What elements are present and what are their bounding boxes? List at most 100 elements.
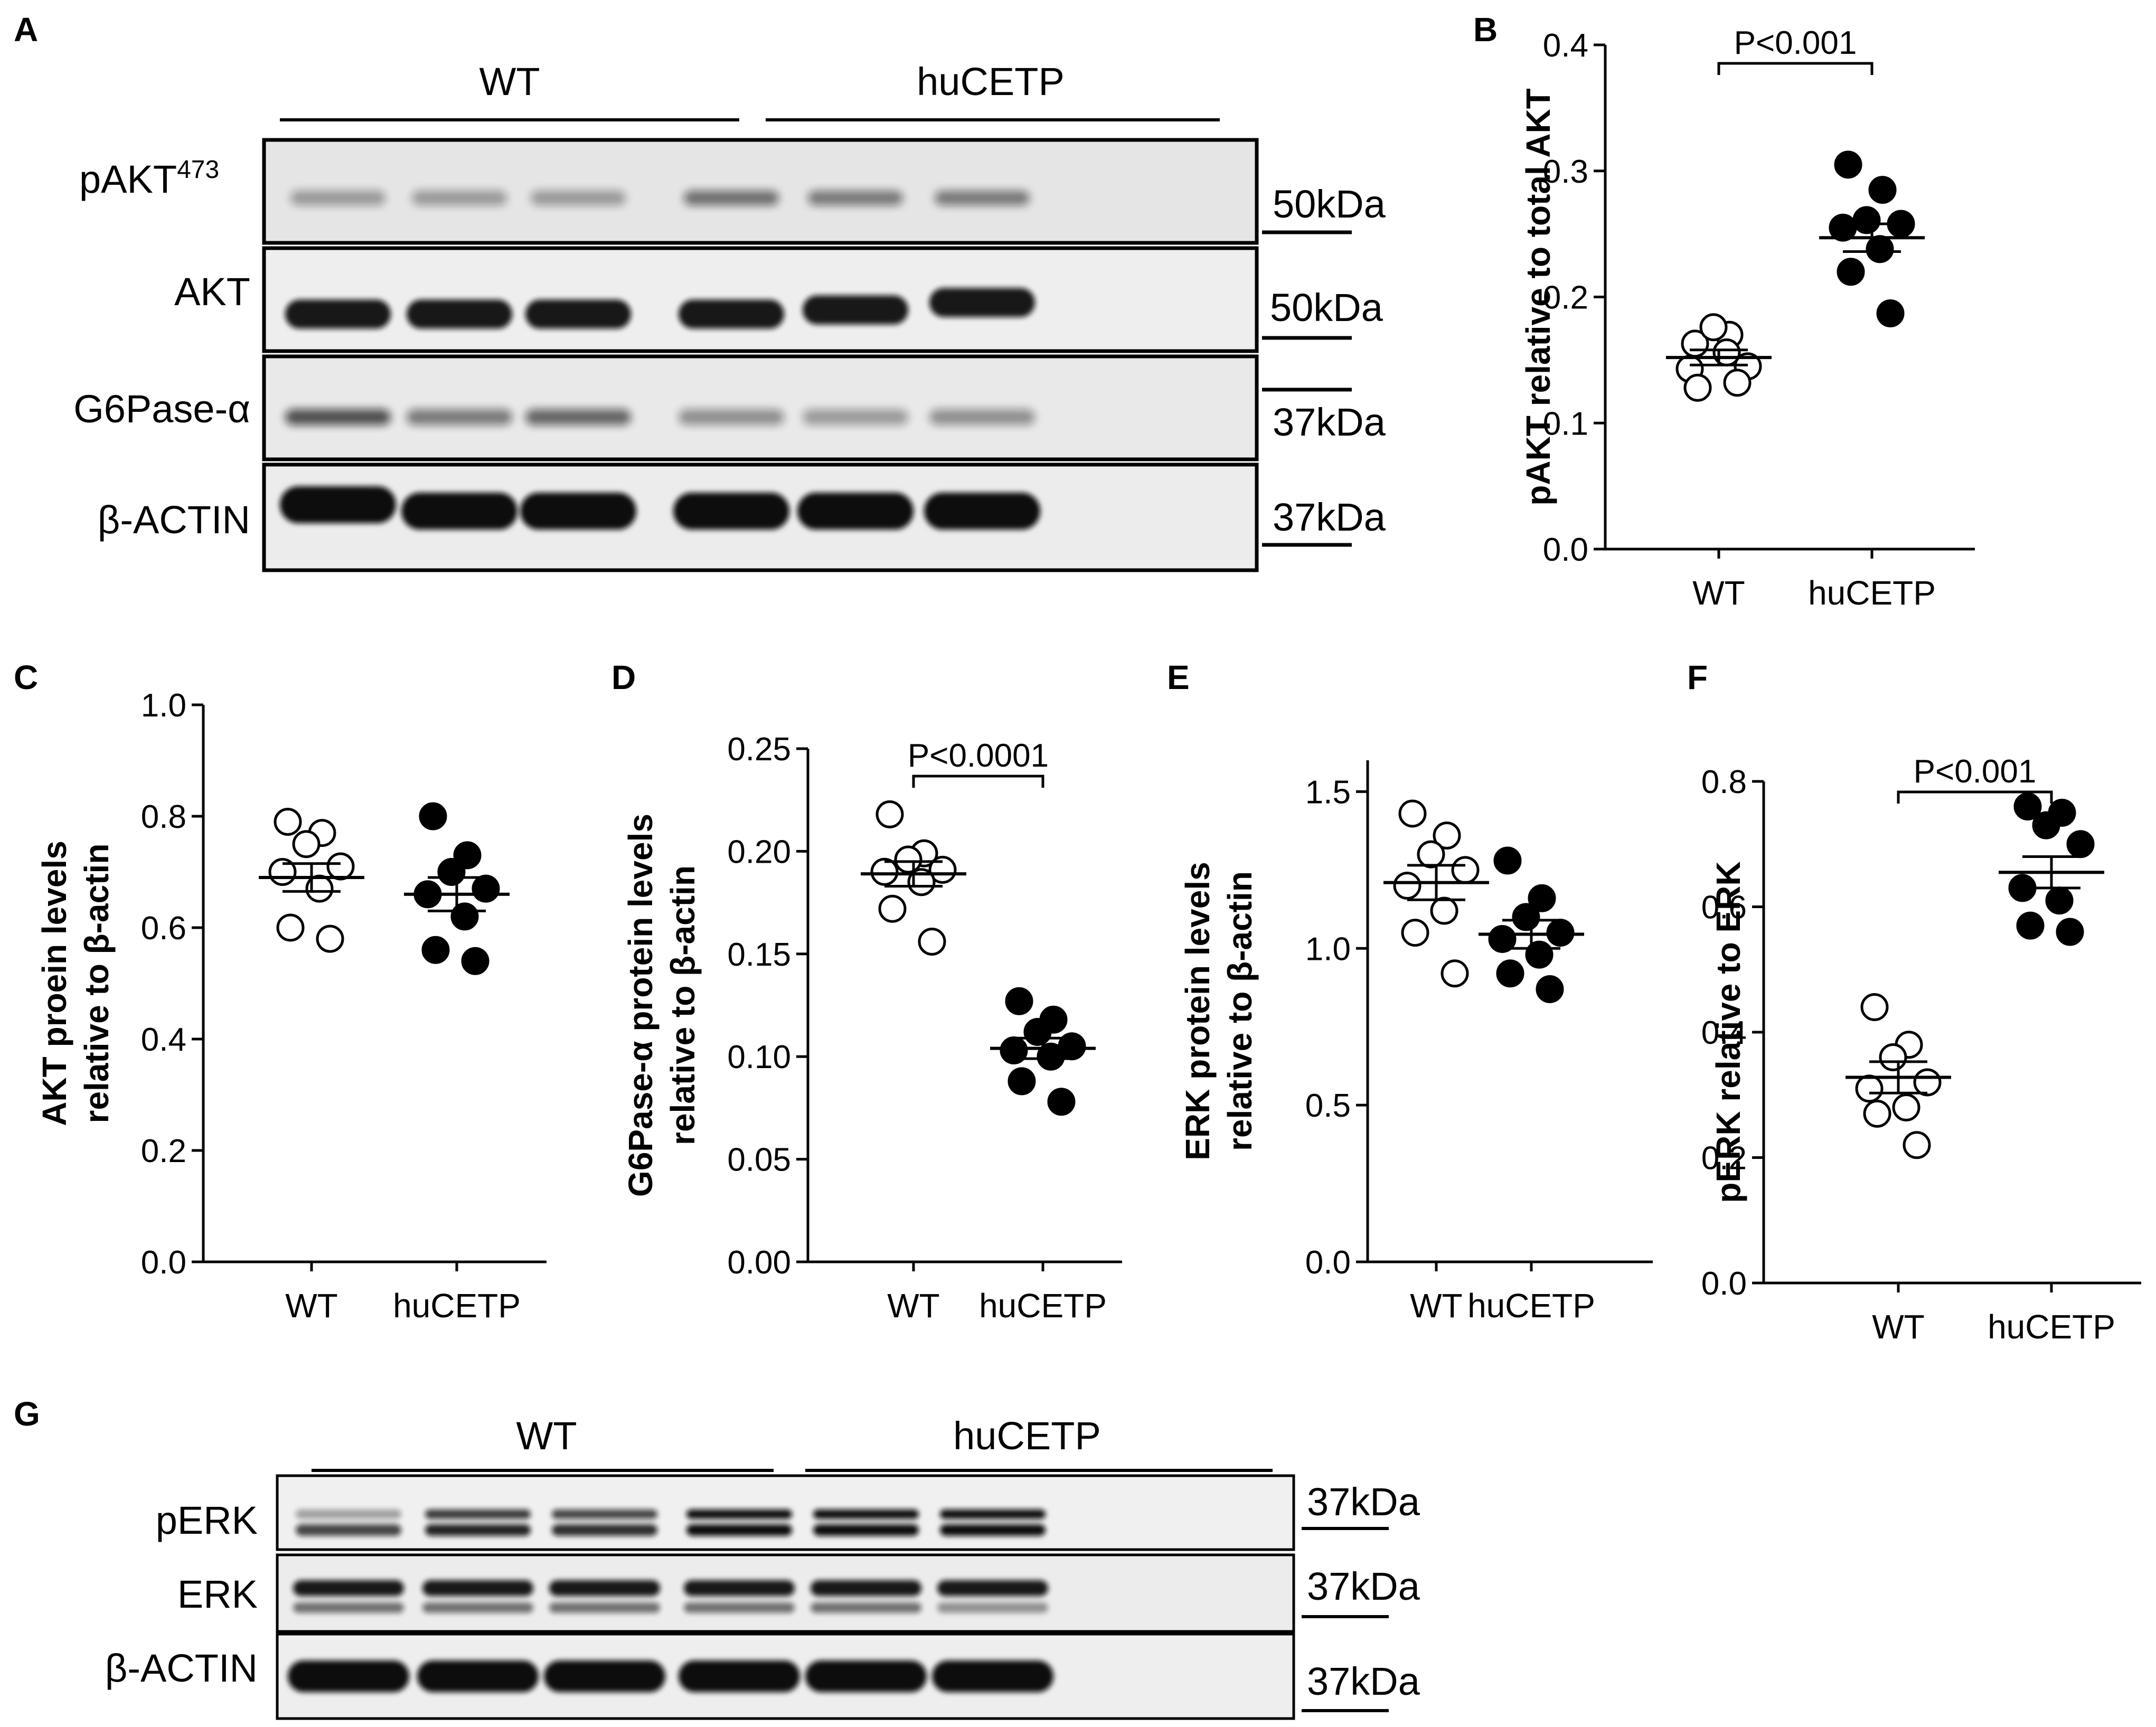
chart-e-y-tick-label: 1.0 — [1305, 931, 1351, 967]
blot-g-band — [425, 1524, 531, 1536]
chart-c-point — [274, 808, 302, 836]
chart-e-y-tick-label: 0.5 — [1305, 1088, 1351, 1124]
blot-a-band — [531, 191, 626, 205]
blot-g-band — [549, 1580, 660, 1596]
chart-b-point — [1699, 313, 1728, 342]
chart-b-y-tick-label: 0.3 — [1543, 154, 1588, 190]
chart-d-point — [1005, 987, 1033, 1015]
chart-f-point — [1860, 993, 1889, 1021]
blot-a-group-hucetp: huCETP — [917, 60, 1065, 103]
chart-c-point — [276, 913, 305, 942]
chart-f-point — [2056, 918, 2084, 946]
chart-c-point — [316, 924, 344, 953]
blot-g-band — [422, 1580, 533, 1596]
chart-e-point — [1398, 799, 1427, 828]
chart-f-point — [2045, 886, 2074, 915]
chart-c-y-tick-label: 1.0 — [141, 687, 186, 724]
chart-b-y-tick-label: 0.4 — [1543, 27, 1588, 64]
chart-f-y-tick-label: 0.2 — [1701, 1140, 1747, 1177]
chart-d-point — [1008, 1067, 1036, 1096]
blot-g-band — [686, 1524, 792, 1536]
blot-g-band — [937, 1580, 1048, 1596]
chart-d-significance-bracket — [912, 775, 1044, 788]
chart-e-y-tick-label: 0.0 — [1305, 1244, 1351, 1281]
blot-g-label-actin: β-ACTIN — [105, 1646, 258, 1690]
chart-b-point — [1834, 150, 1862, 179]
chart-d-y-tick-label: 0.00 — [727, 1244, 791, 1281]
blot-g-band — [422, 1602, 533, 1613]
chart-b-point — [1723, 369, 1752, 397]
chart-f-point — [1879, 1043, 1907, 1071]
blot-g-band — [293, 1602, 404, 1613]
chart-d-y-tick-label: 0.05 — [727, 1142, 791, 1178]
chart-e-point — [1493, 846, 1522, 875]
blot-a-label-actin: β-ACTIN — [98, 498, 250, 542]
blot-a-marker-actin: 37kDa — [1273, 495, 1386, 539]
chart-c-y-tick-label: 0.0 — [141, 1244, 186, 1281]
blot-a-group-wt: WT — [479, 60, 540, 103]
chart-b-point — [1837, 258, 1865, 286]
chart-e-x-label: huCETP — [1467, 1287, 1595, 1325]
blot-g-marker-actin: 37kDa — [1307, 1659, 1420, 1703]
chart-b-y-tick-label: 0.2 — [1543, 280, 1588, 316]
blot-g-band — [811, 1602, 921, 1613]
chart-e-point — [1430, 896, 1458, 925]
blot-g-label-erk: ERK — [177, 1572, 258, 1616]
chart-f-significance-label: P<0.001 — [1914, 753, 2037, 790]
chart-e-point — [1488, 924, 1517, 953]
blot-a-label-akt: AKT — [174, 270, 250, 314]
blot-g-band — [813, 1524, 919, 1536]
chart-b-point — [1829, 213, 1857, 242]
chart-f-point — [1855, 1074, 1884, 1103]
blot-a-band — [407, 299, 512, 329]
chart-f-point — [2032, 811, 2060, 839]
panel-letter-g: G — [14, 1395, 40, 1433]
blot-a-band — [797, 493, 914, 530]
chart-d-y-axis-title-line2: relative to β-actin — [664, 865, 702, 1145]
chart-c: 0.0 0.2 0.4 0.6 0.8 1.0 WT huCETP AKT proein lev… — [35, 687, 547, 1325]
chart-f-y-tick-label: 0.8 — [1701, 764, 1747, 800]
blot-g-band — [544, 1660, 665, 1692]
chart-f-point — [1863, 1099, 1891, 1128]
chart-e-point — [1451, 856, 1480, 884]
blot-g-band — [552, 1524, 657, 1536]
chart-c-y-tick-label: 0.2 — [141, 1133, 186, 1169]
chart-b-y-tick-label: 0.1 — [1543, 405, 1588, 442]
chart-d-y-tick-label: 0.25 — [727, 731, 791, 768]
blot-a-band — [525, 409, 631, 425]
chart-c-point — [437, 858, 466, 886]
blot-g-band — [940, 1524, 1046, 1536]
chart-c-y-tick-label: 0.8 — [141, 799, 186, 835]
chart-f-x-label: WT — [1872, 1308, 1925, 1346]
chart-d-y-tick-label: 0.10 — [727, 1039, 791, 1075]
chart-e-point — [1433, 822, 1461, 850]
chart-c-x-label: WT — [285, 1287, 338, 1325]
chart-e-point — [1512, 903, 1540, 931]
blot-a-marker-akt: 50kDa — [1270, 286, 1383, 329]
blot-a-band — [808, 191, 903, 205]
chart-d-x-label: WT — [887, 1287, 940, 1325]
blot-a-band — [407, 409, 512, 425]
chart-c-y-tick-label: 0.6 — [141, 910, 186, 947]
chart-f-y-tick-label: 0.4 — [1701, 1015, 1747, 1051]
blot-g-band — [684, 1602, 795, 1613]
blot-a-band — [679, 409, 784, 425]
chart-d-point — [875, 800, 904, 828]
chart-b-significance-label: P<0.001 — [1734, 25, 1857, 61]
chart-f-point — [1892, 1093, 1920, 1121]
blot-g-band — [296, 1524, 401, 1536]
blot-a: WT huCETP pAKT473 AKT G6Pase-α β-ACTIN 5… — [73, 60, 1386, 572]
chart-d-point — [894, 845, 922, 874]
blot-a-band — [401, 493, 517, 530]
blot-a-label-pakt: pAKT473 — [79, 156, 219, 201]
blot-a-band — [684, 191, 779, 205]
chart-d-x-label: huCETP — [979, 1287, 1107, 1325]
chart-d: 0.00 0.05 0.10 0.15 0.20 0.25 WT huCETP G6Pase-α… — [622, 731, 1122, 1325]
chart-c-x-label: huCETP — [393, 1287, 521, 1325]
chart-d-y-tick-label: 0.15 — [727, 937, 791, 973]
blot-g-band — [813, 1509, 919, 1519]
panel-letter-e: E — [1167, 658, 1190, 696]
chart-c-y-axis-title-line2: relative to β-actin — [78, 844, 116, 1124]
panel-letter-c: C — [14, 658, 38, 696]
